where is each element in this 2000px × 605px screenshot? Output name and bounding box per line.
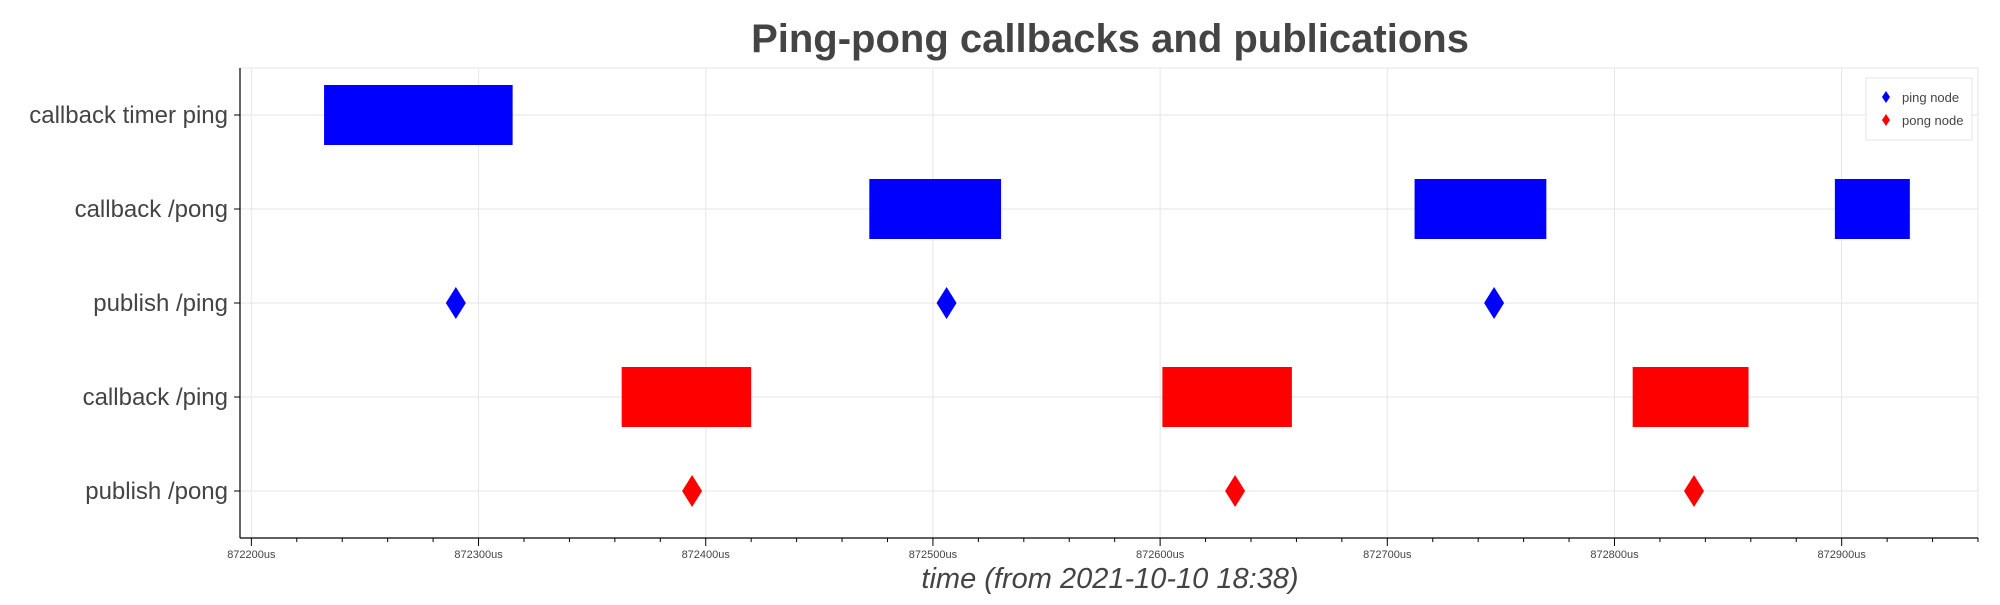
event-marker <box>445 287 466 319</box>
legend-box <box>1865 77 1973 141</box>
x-tick-label: 872600us <box>1136 549 1185 561</box>
x-tick-label: 872300us <box>454 549 503 561</box>
legend: ping node pong node <box>1865 77 1973 141</box>
y-tick-label: callback timer ping <box>29 102 228 129</box>
legend-label: ping node <box>1902 90 1959 105</box>
event-marker <box>936 287 957 319</box>
interval-bar <box>1834 179 1910 239</box>
marks-layer <box>324 85 1910 507</box>
legend-marker <box>1882 114 1890 126</box>
interval-bar <box>1162 367 1292 427</box>
event-marker <box>1684 475 1705 507</box>
legend-label: pong node <box>1902 113 1963 128</box>
y-tick-label: publish /pong <box>85 478 228 505</box>
interval-bar <box>324 85 513 145</box>
interval-bar <box>621 367 752 427</box>
x-tick-label: 872500us <box>909 549 958 561</box>
interval-bar <box>1632 367 1749 427</box>
x-tick-label: 872800us <box>1590 549 1639 561</box>
x-tick-label: 872900us <box>1818 549 1867 561</box>
y-tick-label: callback /pong <box>75 196 228 223</box>
event-marker <box>1225 475 1246 507</box>
x-tick-label: 872700us <box>1363 549 1412 561</box>
legend-marker <box>1882 91 1890 103</box>
x-tick-label: 872400us <box>682 549 731 561</box>
chart-title: Ping-pong callbacks and publications <box>751 17 1469 61</box>
interval-bar <box>1414 179 1547 239</box>
interval-bar <box>869 179 1002 239</box>
axis-layer: 872200us 872300us 872400us 872500us 872600us… <box>29 68 1979 561</box>
y-tick-label: publish /ping <box>93 290 228 317</box>
y-tick-label: callback /ping <box>83 384 228 411</box>
x-axis-label: time (from 2021-10-10 18:38) <box>921 563 1298 595</box>
x-tick-label: 872200us <box>227 549 276 561</box>
event-marker <box>682 475 703 507</box>
event-marker <box>1484 287 1505 319</box>
